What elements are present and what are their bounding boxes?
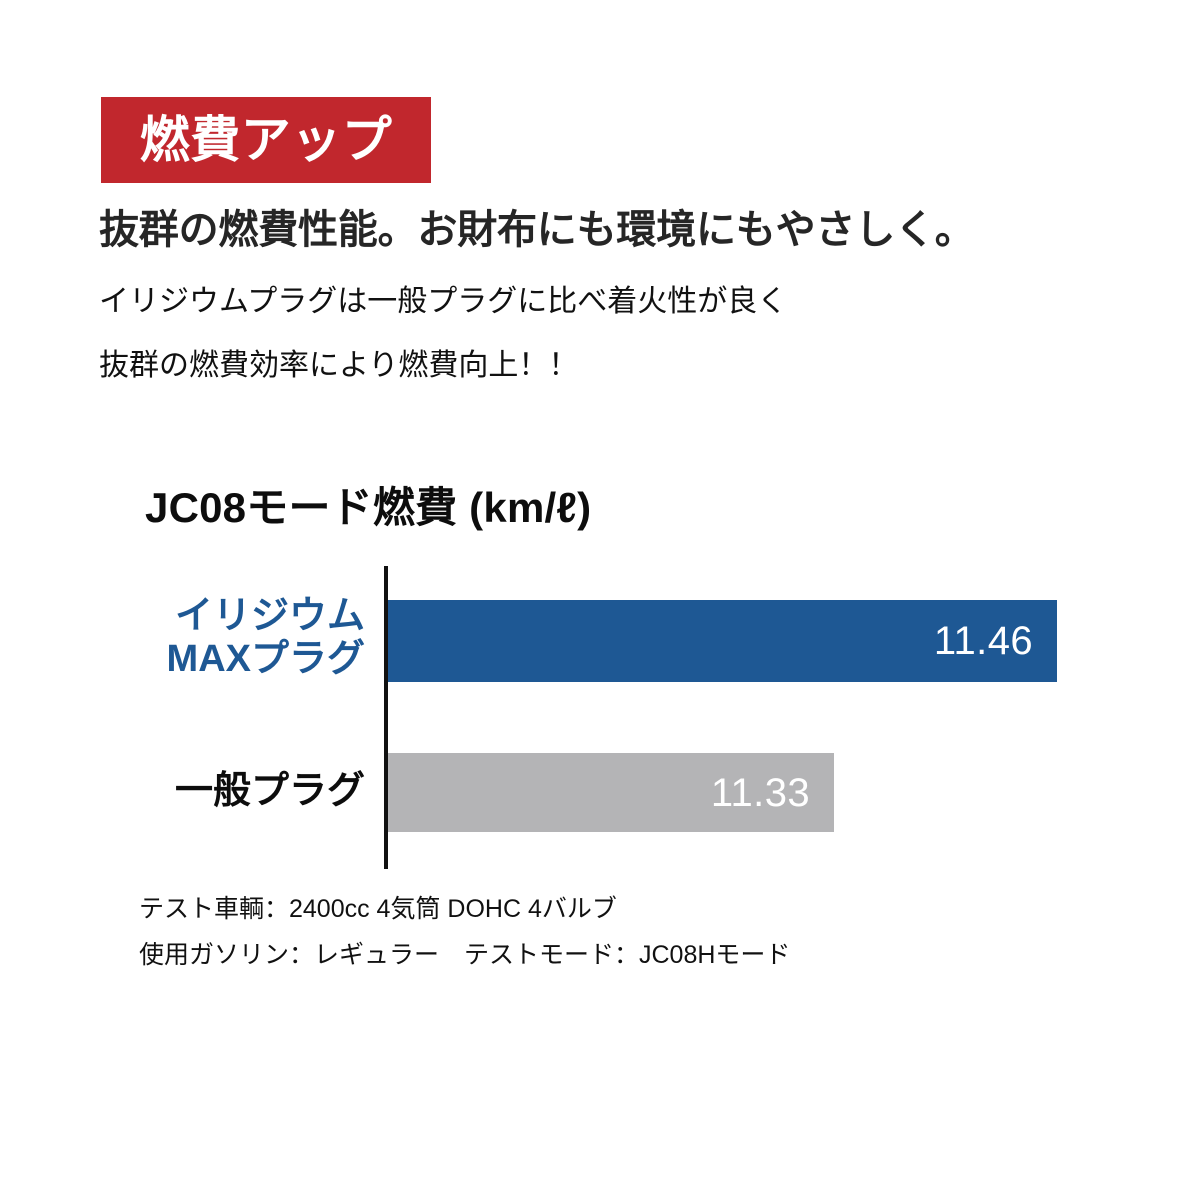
bar-iridium-max: 11.46 <box>388 600 1057 682</box>
body-copy-line-2: 抜群の燃費効率により燃費向上！！ <box>99 349 579 382</box>
chart-title: JC08モード燃費 (km/ℓ) <box>145 484 592 531</box>
chart-axis-line <box>384 566 388 869</box>
bar-label-iridium-max: イリジウム MAXプラグ <box>120 595 365 680</box>
section-banner: 燃費アップ <box>101 97 431 183</box>
chart-footnotes: テスト車輌：2400cc 4気筒 DOHC 4バルブ 使用ガソリン：レギュラー … <box>139 897 790 989</box>
bar-label-normal-plug-line-1: 一般プラグ <box>174 770 365 812</box>
body-copy: イリジウムプラグは一般プラグに比べ着火性が良く 抜群の燃費効率により燃費向上！！ <box>99 287 787 415</box>
bar-value-iridium-max: 11.46 <box>933 619 1033 663</box>
page-headline: 抜群の燃費性能。お財布にも環境にもやさしく。 <box>99 208 975 252</box>
bar-label-iridium-max-line-2: MAXプラグ <box>166 637 365 680</box>
body-copy-line-1: イリジウムプラグは一般プラグに比べ着火性が良く <box>99 285 788 318</box>
bar-normal-plug: 11.33 <box>388 753 834 832</box>
bar-label-normal-plug: 一般プラグ <box>120 770 365 813</box>
bar-value-normal-plug: 11.33 <box>710 770 810 815</box>
banner-label: 燃費アップ <box>139 112 393 168</box>
bar-label-iridium-max-line-1: イリジウム <box>174 595 365 637</box>
footnote-test-vehicle: テスト車輌：2400cc 4気筒 DOHC 4バルブ <box>139 895 617 923</box>
footnote-fuel-and-mode: 使用ガソリン：レギュラー テストモード：JC08Hモード <box>139 941 791 969</box>
